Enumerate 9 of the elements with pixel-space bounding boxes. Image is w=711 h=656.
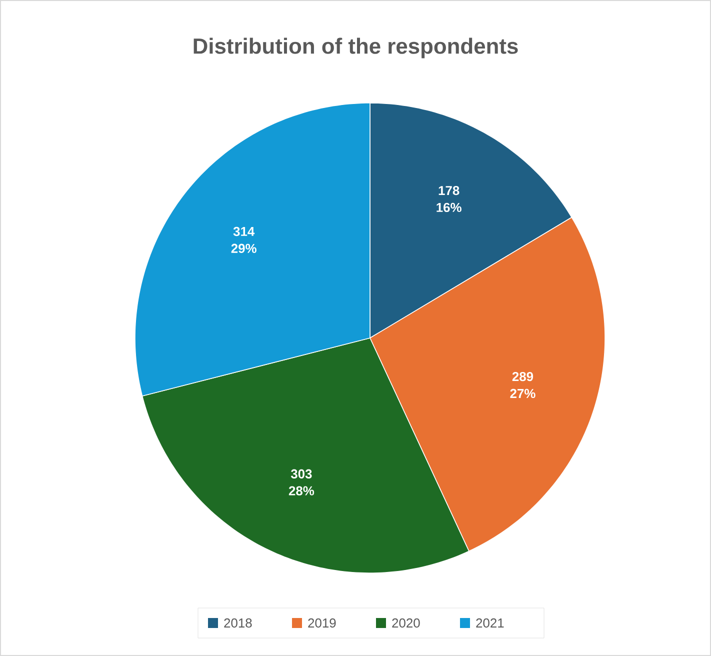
legend-label: 2021 xyxy=(476,618,504,628)
data-label: 289 27% xyxy=(510,372,536,398)
legend-label: 2020 xyxy=(392,618,420,628)
data-label: 314 29% xyxy=(231,226,256,253)
legend-label: 2018 xyxy=(224,618,252,628)
legend-label: 2019 xyxy=(308,618,336,628)
data-label: 303 28% xyxy=(288,469,314,496)
chart-title: Distribution of the respondents xyxy=(194,38,518,58)
data-label: 178 16% xyxy=(436,186,462,212)
